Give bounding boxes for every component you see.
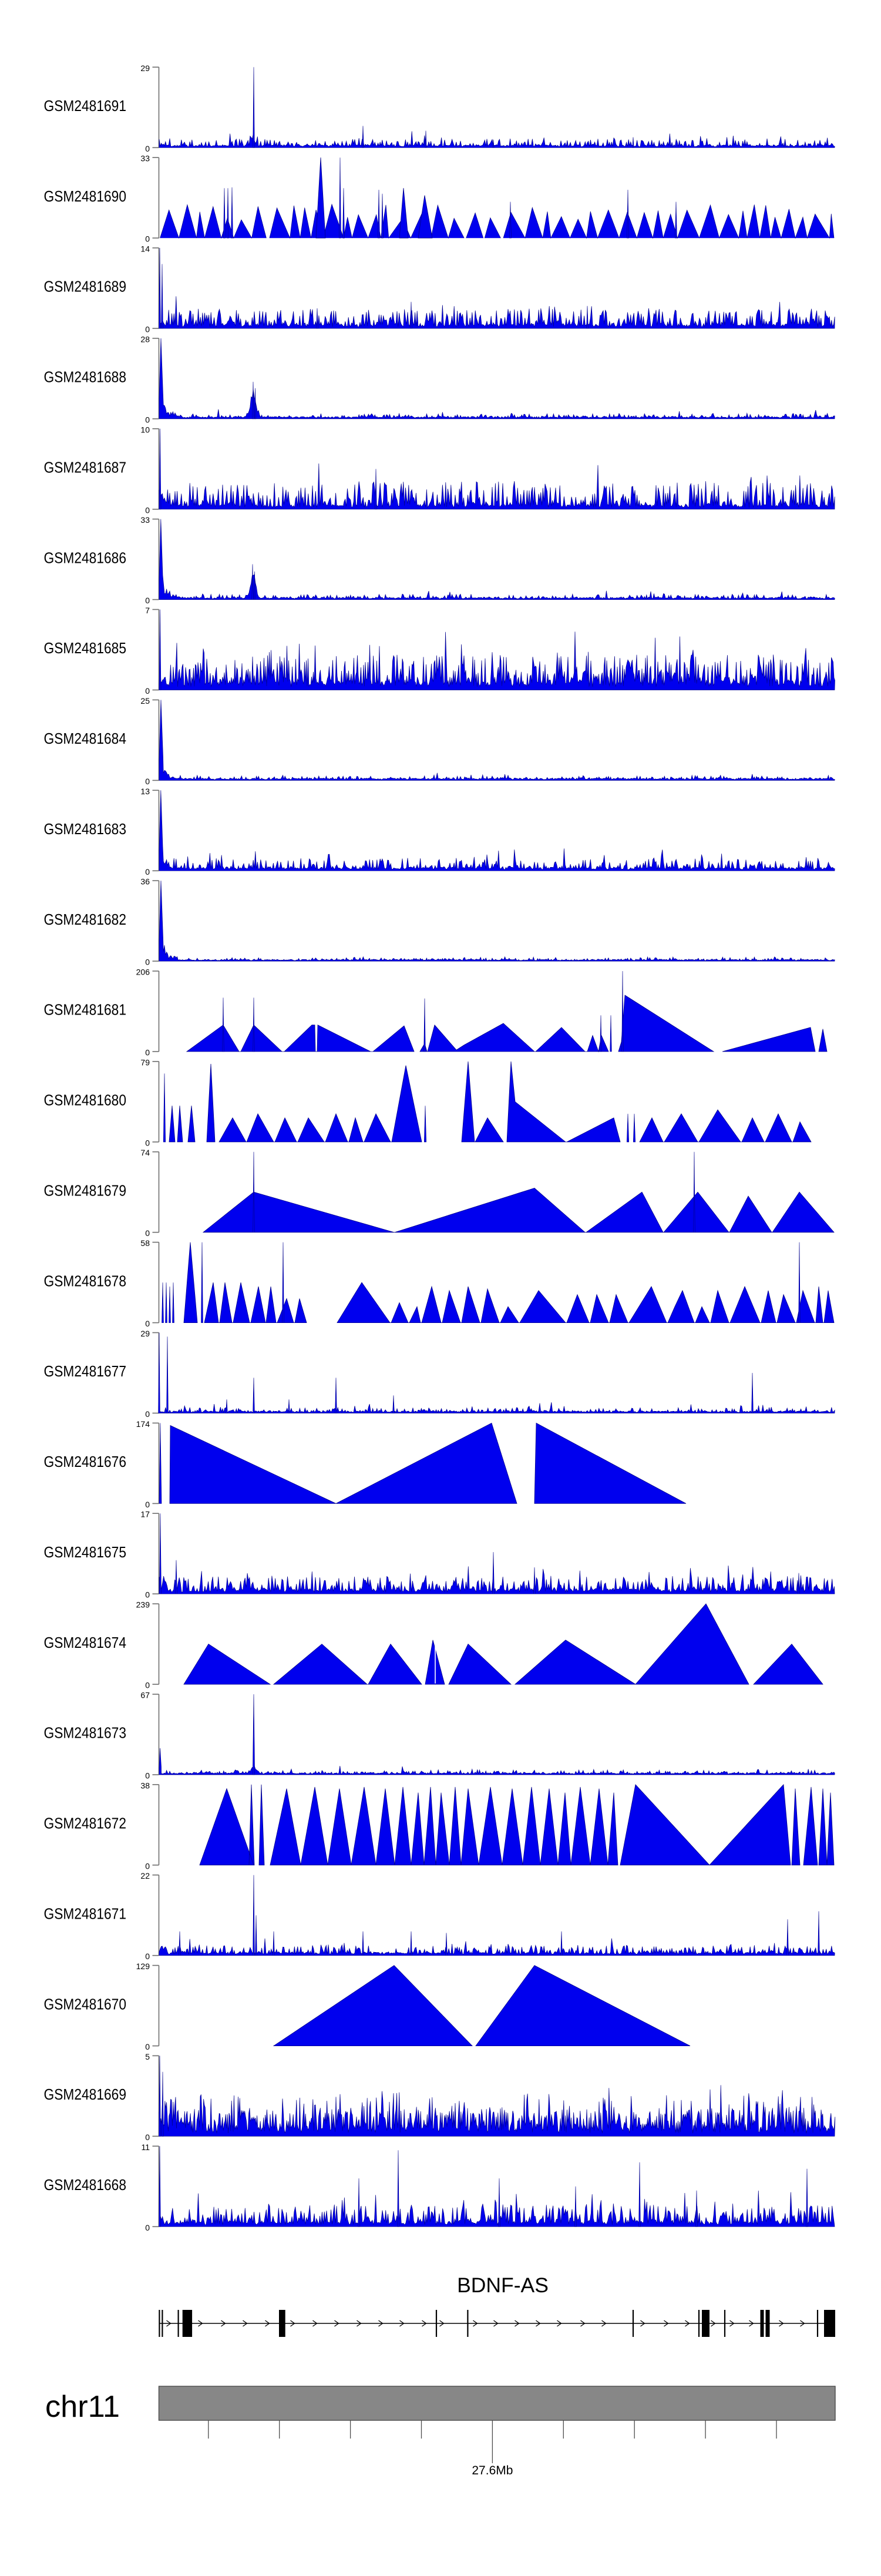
svg-text:GSM2481673: GSM2481673 [44,1724,127,1742]
svg-text:36: 36 [140,877,150,886]
svg-text:GSM2481686: GSM2481686 [44,549,127,566]
svg-text:14: 14 [140,244,150,254]
svg-text:239: 239 [136,1600,150,1610]
svg-text:0: 0 [145,1681,150,1690]
svg-text:22: 22 [140,1871,150,1880]
svg-text:0: 0 [145,596,150,605]
svg-text:27.6Mb: 27.6Mb [472,2464,513,2477]
svg-text:10: 10 [140,425,150,434]
svg-text:13: 13 [140,787,150,796]
svg-text:0: 0 [145,415,150,424]
svg-text:GSM2481676: GSM2481676 [44,1453,127,1470]
svg-text:0: 0 [145,1590,150,1600]
svg-text:38: 38 [140,1781,150,1790]
svg-text:GSM2481683: GSM2481683 [44,820,127,838]
svg-text:29: 29 [140,1329,150,1338]
svg-text:GSM2481677: GSM2481677 [44,1362,127,1380]
svg-text:0: 0 [145,1771,150,1781]
svg-text:7: 7 [145,606,150,615]
svg-text:174: 174 [136,1419,150,1429]
svg-text:0: 0 [145,2223,150,2232]
svg-text:0: 0 [145,1409,150,1419]
svg-text:25: 25 [140,696,150,706]
svg-text:0: 0 [145,325,150,334]
svg-text:5: 5 [145,2052,150,2061]
svg-text:chr11: chr11 [45,2390,120,2424]
svg-text:0: 0 [145,2042,150,2051]
svg-text:GSM2481689: GSM2481689 [44,278,127,295]
svg-text:0: 0 [145,958,150,967]
svg-text:GSM2481684: GSM2481684 [44,730,127,747]
svg-text:GSM2481669: GSM2481669 [44,2085,127,2103]
svg-text:GSM2481687: GSM2481687 [44,459,127,476]
svg-text:0: 0 [145,1228,150,1238]
svg-text:GSM2481681: GSM2481681 [44,1001,127,1019]
svg-text:GSM2481685: GSM2481685 [44,639,127,657]
svg-text:29: 29 [140,63,150,73]
svg-text:0: 0 [145,2132,150,2142]
svg-text:GSM2481678: GSM2481678 [44,1272,127,1289]
svg-text:129: 129 [136,1962,150,1971]
svg-text:11: 11 [141,2142,150,2152]
svg-text:GSM2481674: GSM2481674 [44,1634,127,1651]
svg-text:206: 206 [136,968,150,977]
svg-text:0: 0 [145,1861,150,1870]
svg-text:GSM2481680: GSM2481680 [44,1091,127,1109]
svg-text:33: 33 [140,154,150,163]
svg-text:17: 17 [140,1510,150,1519]
svg-text:74: 74 [140,1148,150,1157]
svg-text:0: 0 [145,1319,150,1328]
svg-text:GSM2481690: GSM2481690 [44,187,127,205]
svg-text:0: 0 [145,505,150,515]
svg-text:0: 0 [145,867,150,876]
svg-text:0: 0 [145,234,150,244]
svg-text:GSM2481670: GSM2481670 [44,1995,127,2013]
svg-text:0: 0 [145,686,150,696]
svg-text:0: 0 [145,144,150,153]
svg-text:GSM2481668: GSM2481668 [44,2176,127,2194]
svg-text:GSM2481691: GSM2481691 [44,97,127,115]
svg-text:BDNF-AS: BDNF-AS [457,2273,549,2297]
svg-text:58: 58 [140,1238,150,1248]
svg-text:GSM2481682: GSM2481682 [44,911,127,928]
svg-text:GSM2481675: GSM2481675 [44,1543,127,1561]
svg-text:79: 79 [140,1057,150,1067]
svg-text:0: 0 [145,777,150,786]
svg-text:GSM2481671: GSM2481671 [44,1905,127,1922]
svg-text:33: 33 [140,515,150,525]
svg-text:0: 0 [145,1952,150,1961]
svg-text:GSM2481672: GSM2481672 [44,1815,127,1832]
svg-text:67: 67 [140,1691,150,1700]
svg-text:0: 0 [145,1048,150,1057]
svg-text:GSM2481679: GSM2481679 [44,1181,127,1199]
svg-text:GSM2481688: GSM2481688 [44,368,127,386]
svg-text:0: 0 [145,1500,150,1509]
svg-text:0: 0 [145,1138,150,1147]
svg-text:28: 28 [140,334,150,344]
